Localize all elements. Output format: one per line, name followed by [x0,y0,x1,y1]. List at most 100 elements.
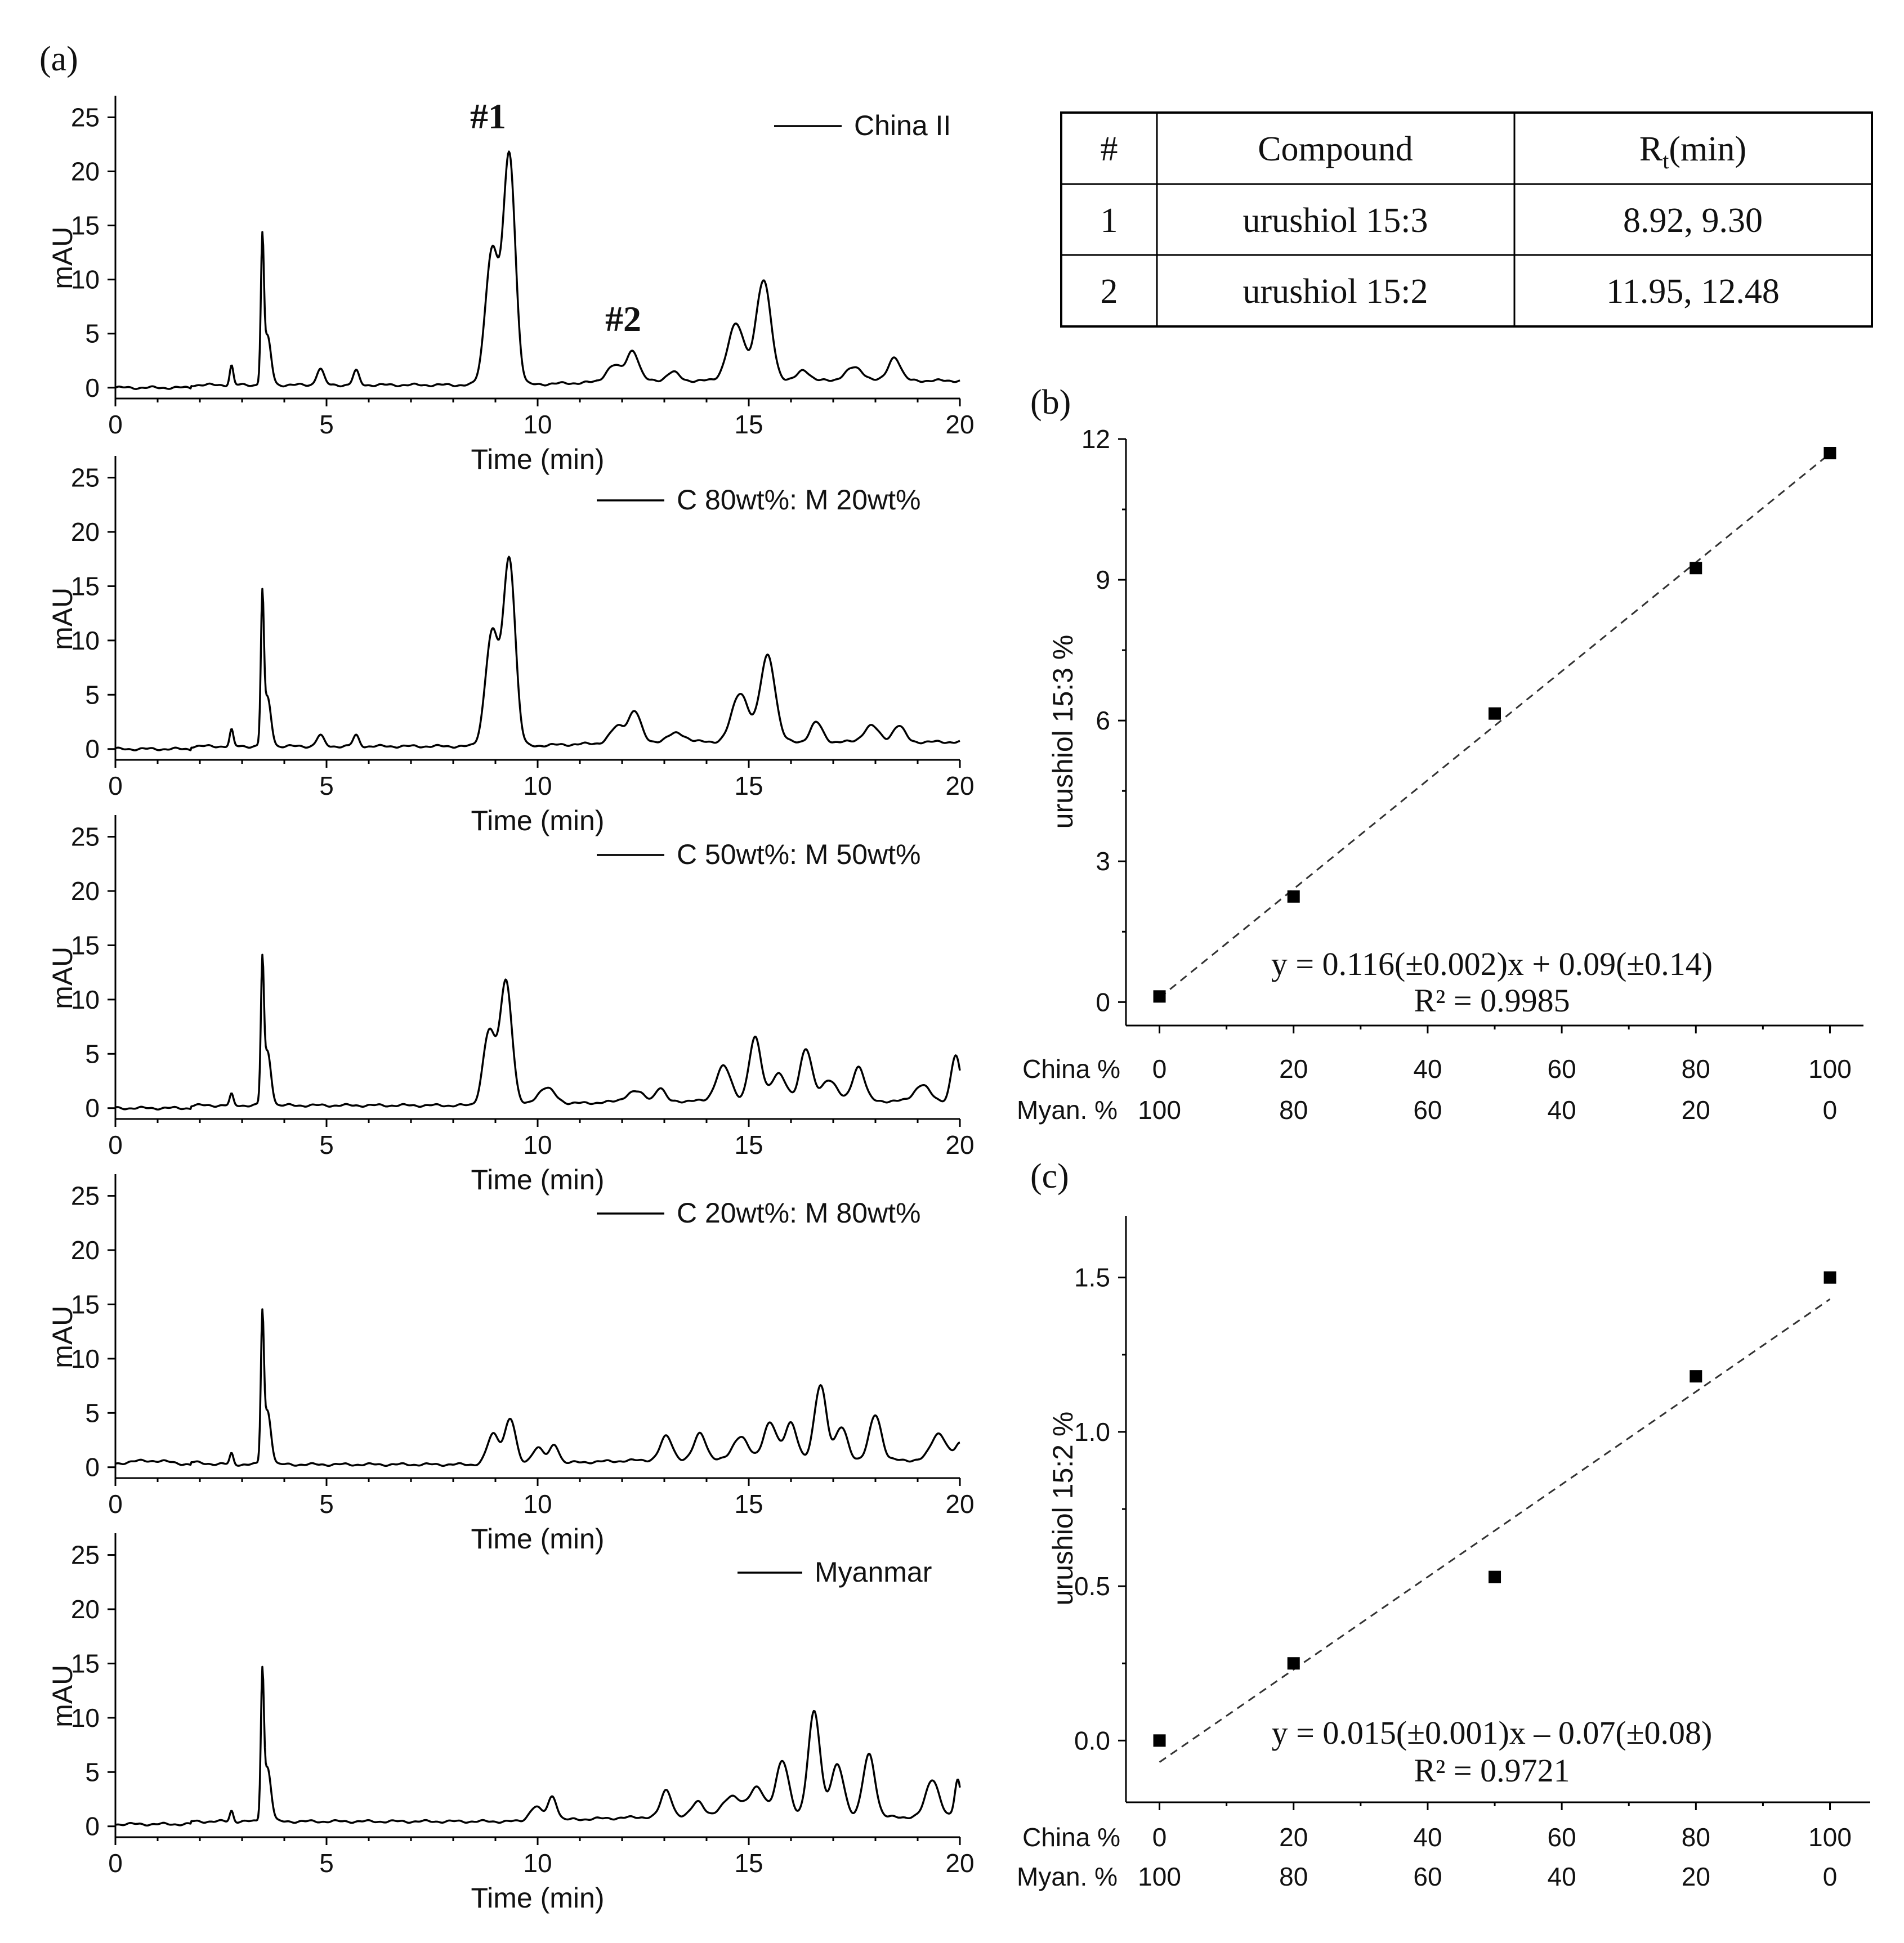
data-point [1287,890,1300,903]
y-axis-title: mAU [47,588,78,650]
x-tick-label-china: 0 [1152,1823,1167,1852]
x-tick-label: 0 [108,1848,123,1878]
y-axis-title: mAU [47,227,78,289]
y-tick-label: 5 [85,1398,100,1427]
y-tick-label: 5 [85,680,100,709]
x-row-label-myanmar: Myan. % [1017,1095,1118,1125]
y-tick-label: 0.5 [1074,1572,1110,1601]
x-tick-label-myanmar: 80 [1279,1095,1308,1125]
y-tick-label: 3 [1096,847,1110,876]
y-tick-label: 0 [85,1812,100,1841]
table-cell: 8.92, 9.30 [1623,202,1763,240]
chromatogram-stack: 0 5 10 15 20 0 5 10 15 20 25 Time (min) mAU China II 0… [47,96,975,1914]
table-cell: 2 [1101,272,1118,311]
y-tick-label: 20 [71,517,100,547]
x-tick-label: 10 [523,1489,552,1519]
chromatogram-c50-m50: 0 5 10 15 20 0 5 10 15 20 25 Time (min) mAU C 50wt%: … [47,815,975,1196]
x-tick-label-china: 40 [1413,1823,1442,1852]
legend-label: China II [854,110,951,141]
y-tick-label: 0 [85,1094,100,1123]
y-tick-label: 1.0 [1074,1417,1110,1447]
y-tick-label: 10 [71,1703,100,1732]
x-row-label-china: China % [1022,1054,1120,1084]
y-tick-label: 20 [71,157,100,186]
x-tick-label-myanmar: 0 [1823,1095,1838,1125]
chromatogram-trace [115,1666,961,1827]
y-tick-label: 10 [71,626,100,655]
data-point [1823,447,1836,460]
y-tick-label: 10 [71,985,100,1014]
x-tick-label: 5 [319,410,334,439]
table-cell: 11.95, 12.48 [1606,272,1780,311]
x-tick-label: 15 [734,410,763,439]
x-tick-label: 5 [319,771,334,800]
x-tick-label: 5 [319,1130,334,1159]
x-axis-title: Time (min) [471,1523,604,1555]
chromatogram-trace [115,150,960,390]
data-point [1287,1657,1300,1670]
y-axis-title: urushiol 15:2 % [1047,1412,1079,1606]
chromatogram-c80-m20: 0 5 10 15 20 0 5 10 15 20 25 Time (min) mAU C 80wt%: … [47,456,975,836]
chromatogram-china: 0 5 10 15 20 0 5 10 15 20 25 Time (min) mAU China II [47,96,975,475]
compound-table: # Compound Rt(min) 1 urushiol 15:3 8.92,… [1060,111,1873,328]
rt-unit: (min) [1669,130,1746,168]
x-tick-label: 15 [734,1848,763,1878]
table-cell: 1 [1101,202,1118,240]
x-tick-label: 0 [108,410,123,439]
x-axis-title: Time (min) [471,444,604,475]
x-tick-label: 0 [108,771,123,800]
table-border [1060,111,1873,328]
y-tick-label: 25 [71,1181,100,1211]
x-tick-label: 20 [945,1130,974,1159]
x-tick-label-china: 60 [1548,1054,1576,1084]
x-tick-label: 5 [319,1848,334,1878]
x-tick-label-china: 0 [1152,1054,1167,1084]
data-point [1690,562,1702,575]
x-tick-label-myanmar: 40 [1548,1095,1576,1125]
x-tick-label-china: 100 [1808,1054,1852,1084]
table-header-compound: Compound [1258,130,1413,168]
y-tick-label: 0 [85,735,100,764]
x-tick-label: 15 [734,1489,763,1519]
chromatogram-trace [115,953,961,1111]
x-tick-label: 10 [523,410,552,439]
y-tick-label: 0.0 [1074,1726,1110,1755]
x-tick-label-myanmar: 80 [1279,1862,1308,1891]
x-tick-label-myanmar: 60 [1413,1095,1442,1125]
data-point [1489,1570,1501,1583]
table-cell: urushiol 15:2 [1243,272,1428,311]
chromatogram-trace [115,1308,960,1467]
y-tick-label: 25 [71,102,100,132]
x-tick-label-myanmar: 20 [1682,1862,1710,1891]
y-tick-label: 15 [71,571,100,601]
y-tick-label: 5 [85,1757,100,1787]
x-tick-label-myanmar: 40 [1548,1862,1576,1891]
x-tick-label: 5 [319,1489,334,1519]
x-tick-label: 20 [945,1489,974,1519]
y-tick-label: 0 [1096,987,1110,1017]
y-tick-label: 15 [71,211,100,240]
rt-subscript: t [1662,148,1669,173]
x-tick-label-china: 100 [1808,1823,1852,1852]
y-tick-label: 15 [71,930,100,960]
x-tick-label-china: 80 [1682,1823,1710,1852]
y-axis-title: mAU [47,1665,78,1727]
legend-label: C 80wt%: M 20wt% [677,484,920,516]
panel-label-c: (c) [1030,1157,1069,1196]
calibration-urushiol-15-3: 0 3 6 9 12 0 100 20 80 40 60 60 40 80 20 100 0 China % Mya… [1017,424,1863,1125]
x-tick-label: 0 [108,1130,123,1159]
fit-r-squared: R² = 0.9721 [1414,1752,1570,1789]
x-tick-label: 20 [945,1848,974,1878]
x-axis-title: Time (min) [471,1882,604,1914]
legend-label: C 50wt%: M 50wt% [677,839,920,870]
x-tick-label: 10 [523,771,552,800]
y-tick-label: 15 [71,1290,100,1319]
fit-r-squared: R² = 0.9985 [1414,982,1570,1019]
y-axis-title: mAU [47,1306,78,1368]
x-tick-label: 10 [523,1130,552,1159]
x-axis-title: Time (min) [471,805,604,836]
panel-label-b: (b) [1030,383,1071,422]
calibration-plots: 0 3 6 9 12 0 100 20 80 40 60 60 40 80 20 100 0 China % Mya… [1017,424,1870,1891]
y-tick-label: 5 [85,319,100,348]
